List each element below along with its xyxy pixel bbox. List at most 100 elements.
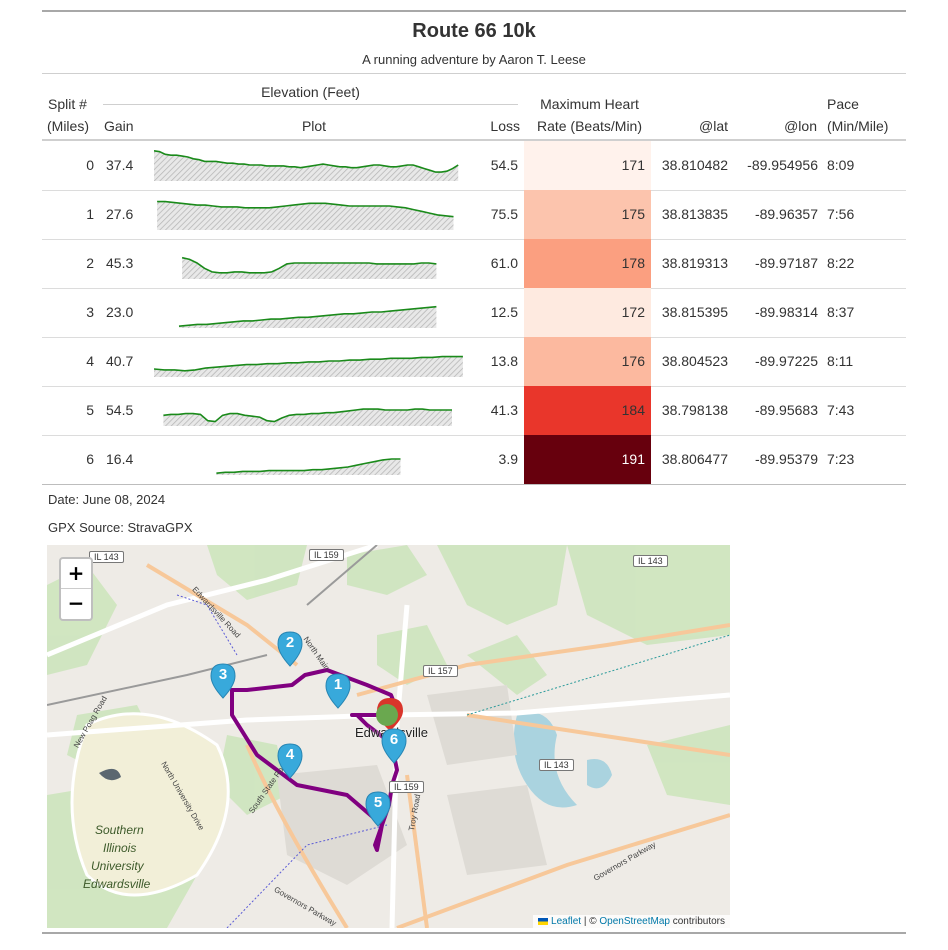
elevation-sparkline xyxy=(163,408,452,426)
split-cell: 2 xyxy=(86,255,94,271)
elevation-area xyxy=(154,356,463,377)
zoom-control: + − xyxy=(59,557,93,621)
map-tiles xyxy=(47,545,730,928)
leaflet-link[interactable]: Leaflet xyxy=(551,916,582,927)
elevation-sparkline xyxy=(154,150,459,181)
map-label: Illinois xyxy=(103,841,137,855)
elevation-area xyxy=(182,257,437,279)
footnote-date: Date: June 08, 2024 xyxy=(48,492,166,507)
elevation-line xyxy=(154,150,459,173)
col-gain: Gain xyxy=(104,118,134,134)
elevation-line xyxy=(154,355,463,372)
col-lon: @lon xyxy=(784,118,817,134)
heart-rate-cell: 175 xyxy=(524,190,651,239)
pace-cell: 8:22 xyxy=(827,255,855,271)
lat-cell: 38.798138 xyxy=(661,402,728,418)
split-cell: 1 xyxy=(86,206,94,222)
table-row: 6 16.4 3.9 191 38.806477 -89.95379 7:23 xyxy=(42,435,906,485)
split-marker[interactable]: 2 xyxy=(277,631,303,667)
col-split-label: Split # xyxy=(48,96,87,112)
elevation-area xyxy=(157,201,454,230)
pace-cell: 7:43 xyxy=(827,402,855,418)
zoom-out-button[interactable]: − xyxy=(67,591,85,615)
elevation-line xyxy=(178,305,437,327)
elevation-area xyxy=(163,409,452,426)
heart-rate-cell: 184 xyxy=(524,386,651,435)
start-finish-marker[interactable] xyxy=(376,698,403,731)
gain-cell: 40.7 xyxy=(106,353,134,369)
split-marker-label: 5 xyxy=(373,794,383,811)
elevation-area xyxy=(154,150,459,181)
lon-cell: -89.97225 xyxy=(754,353,818,369)
map-label: Edwardsville xyxy=(83,877,151,891)
lon-cell: -89.96357 xyxy=(754,206,818,222)
loss-cell: 54.5 xyxy=(490,157,518,173)
heart-rate-value: 172 xyxy=(621,304,645,320)
route-map[interactable]: IL 143 IL 159 IL 143 IL 157 IL 159 IL 143 Edwa… xyxy=(47,545,730,928)
table-row: 5 54.5 41.3 184 38.798138 -89.95683 7:43 xyxy=(42,386,906,436)
gain-cell: 37.4 xyxy=(106,157,134,173)
map-label: IL 157 xyxy=(423,665,458,677)
split-marker[interactable]: 3 xyxy=(210,663,236,699)
heart-rate-cell: 171 xyxy=(524,141,651,190)
col-elevation-spanner: Elevation (Feet) xyxy=(261,84,360,100)
lat-cell: 38.813835 xyxy=(661,206,728,222)
map-label: IL 143 xyxy=(89,551,124,563)
split-marker-label: 6 xyxy=(389,731,399,748)
elevation-sparkline xyxy=(157,200,454,230)
loss-cell: 3.9 xyxy=(498,451,518,467)
lon-cell: -89.98314 xyxy=(754,304,818,320)
ukraine-flag-icon xyxy=(538,917,549,925)
pace-cell: 8:09 xyxy=(827,157,855,173)
heart-rate-cell: 176 xyxy=(524,337,651,386)
lat-cell: 38.806477 xyxy=(661,451,728,467)
loss-cell: 41.3 xyxy=(490,402,518,418)
elevation-sparkline xyxy=(216,458,401,475)
lon-cell: -89.95379 xyxy=(754,451,818,467)
lon-cell: -89.95683 xyxy=(754,402,818,418)
split-marker[interactable]: 4 xyxy=(277,743,303,779)
elevation-line xyxy=(181,256,437,274)
split-marker[interactable]: 5 xyxy=(365,791,391,827)
col-heart-rate-label: Maximum Heart xyxy=(540,96,639,112)
elevation-line xyxy=(157,200,454,218)
map-pin-icon xyxy=(277,631,303,667)
table-bottom-rule xyxy=(42,932,906,934)
table-title: Route 66 10k xyxy=(412,20,536,42)
map-label: University xyxy=(91,859,144,873)
split-marker-label: 3 xyxy=(218,666,228,683)
map-pin-icon xyxy=(325,673,351,709)
elevation-sparkline xyxy=(154,355,463,377)
split-cell: 5 xyxy=(86,402,94,418)
gain-cell: 27.6 xyxy=(106,206,134,222)
col-loss: Loss xyxy=(490,118,520,134)
pace-cell: 8:11 xyxy=(827,353,854,369)
col-plot: Plot xyxy=(301,118,327,134)
loss-cell: 13.8 xyxy=(490,353,518,369)
table-row: 1 27.6 75.5 175 38.813835 -89.96357 7:56 xyxy=(42,190,906,240)
map-label: Southern xyxy=(95,823,144,837)
split-marker[interactable]: 1 xyxy=(325,673,351,709)
lon-cell: -89.954956 xyxy=(747,157,818,173)
split-cell: 0 xyxy=(86,157,94,173)
map-label: IL 159 xyxy=(389,781,424,793)
pace-cell: 7:23 xyxy=(827,451,855,467)
map-attribution: Leaflet | © OpenStreetMap contributors xyxy=(533,915,730,928)
heart-rate-value: 184 xyxy=(621,402,645,418)
loss-cell: 61.0 xyxy=(490,255,518,271)
zoom-in-button[interactable]: + xyxy=(61,559,91,589)
map-pin-icon xyxy=(210,663,236,699)
split-marker-label: 4 xyxy=(285,746,295,763)
split-marker-label: 2 xyxy=(285,634,295,651)
col-pace-label: Pace xyxy=(827,96,859,112)
loss-cell: 12.5 xyxy=(490,304,518,320)
col-heart-rate-unit: Rate (Beats/Min) xyxy=(536,118,643,134)
route-line xyxy=(230,668,399,852)
osm-link[interactable]: OpenStreetMap xyxy=(599,916,670,927)
heart-rate-value: 176 xyxy=(621,353,645,369)
table-row: 2 45.3 61.0 178 38.819313 -89.97187 8:22 xyxy=(42,239,906,289)
gain-cell: 54.5 xyxy=(106,402,134,418)
lon-cell: -89.97187 xyxy=(754,255,818,271)
split-marker[interactable]: 6 xyxy=(381,728,407,764)
lat-cell: 38.815395 xyxy=(661,304,728,320)
